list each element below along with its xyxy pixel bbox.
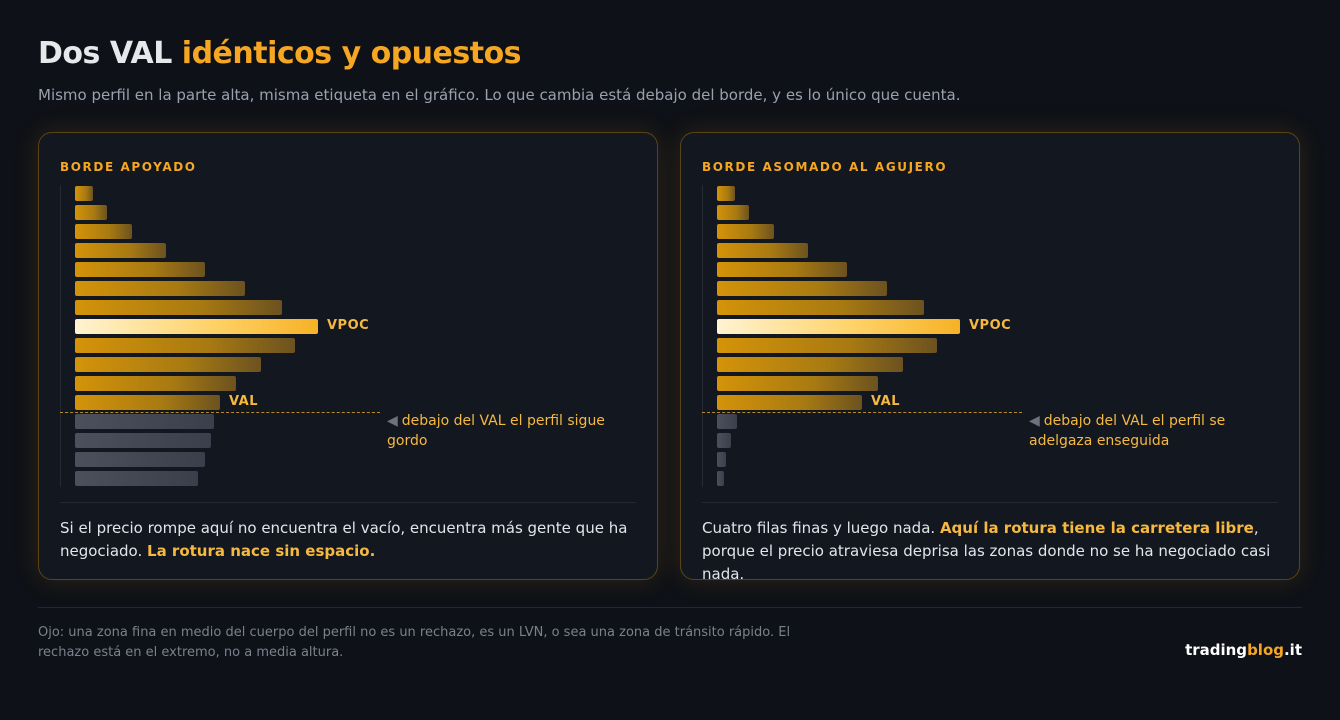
profile-bar — [717, 452, 726, 467]
title-prefix: Dos VAL — [38, 36, 172, 71]
val-label: VAL — [229, 394, 259, 409]
description-highlight: La rotura nace sin espacio. — [147, 542, 376, 560]
footnote: Ojo: una zona fina en medio del cuerpo d… — [38, 625, 791, 660]
panel-description: Cuatro filas finas y luego nada. Aquí la… — [702, 517, 1277, 586]
profile-bar — [717, 243, 808, 258]
page-subtitle: Mismo perfil en la parte alta, misma eti… — [38, 86, 961, 104]
brand-logo[interactable]: tradingblog.it — [1185, 641, 1302, 659]
profile-bar — [717, 205, 749, 220]
left-arrow-icon: ◀ — [387, 413, 398, 429]
panel-borde-apoyado: BORDE APOYADO VPOC VAL ◀ debajo del VAL e… — [38, 132, 658, 580]
profile-bar — [717, 471, 724, 486]
profile-bar — [75, 262, 205, 277]
profile-bar — [75, 319, 318, 334]
profile-bar — [717, 357, 903, 372]
panel-label: BORDE APOYADO — [60, 160, 197, 174]
brand-highlight: blog — [1247, 641, 1284, 659]
val-dashed-line — [60, 412, 380, 413]
profile-bar — [717, 433, 731, 448]
title-highlight: idénticos y opuestos — [181, 36, 522, 71]
profile-bar — [717, 338, 937, 353]
profile-bar — [717, 186, 735, 201]
profile-bar — [75, 395, 220, 410]
profile-axis — [60, 185, 61, 487]
val-annotation: ◀ debajo del VAL el perfil se adelgaza en… — [1029, 411, 1269, 451]
left-arrow-icon: ◀ — [1029, 413, 1040, 429]
profile-bar — [717, 376, 878, 391]
profile-bar — [75, 433, 211, 448]
panel-label: BORDE ASOMADO AL AGUJERO — [702, 160, 948, 174]
val-dashed-line — [702, 412, 1022, 413]
val-annotation-text: debajo del VAL el perfil sigue gordo — [387, 413, 605, 449]
profile-bar — [717, 262, 847, 277]
profile-bar — [717, 224, 774, 239]
profile-bar — [717, 281, 887, 296]
profile-bar — [717, 395, 862, 410]
profile-bar — [717, 300, 924, 315]
description-text: Cuatro filas finas y luego nada. — [702, 519, 936, 537]
panel-divider — [702, 502, 1278, 503]
description-highlight: Aquí la rotura tiene la carretera libre — [939, 519, 1254, 537]
panel-description: Si el precio rompe aquí no encuentra el … — [60, 517, 635, 563]
profile-bar — [75, 224, 132, 239]
description-tail: , porque el precio atraviesa deprisa las… — [702, 519, 1271, 583]
brand-prefix: trading — [1185, 641, 1248, 659]
brand-suffix: .it — [1283, 641, 1302, 659]
profile-bar — [75, 414, 214, 429]
val-annotation: ◀ debajo del VAL el perfil sigue gordo — [387, 411, 627, 451]
profile-bar — [75, 300, 282, 315]
profile-bar — [75, 243, 166, 258]
profile-bar — [75, 452, 205, 467]
vpoc-label: VPOC — [969, 318, 1012, 333]
profile-bar — [75, 357, 261, 372]
val-label: VAL — [871, 394, 901, 409]
profile-bar — [75, 338, 295, 353]
page-title: Dos VAL idénticos y opuestos — [38, 36, 522, 71]
footer-divider — [38, 607, 1302, 608]
vpoc-label: VPOC — [327, 318, 370, 333]
description-text: Si el precio rompe aquí no encuentra el … — [60, 519, 628, 560]
panel-borde-asomado: BORDE ASOMADO AL AGUJERO VPOC VAL ◀ debaj… — [680, 132, 1300, 583]
profile-bar — [75, 376, 236, 391]
profile-bar — [717, 319, 960, 334]
profile-bar — [75, 281, 245, 296]
profile-bar — [717, 414, 737, 429]
profile-bar — [75, 471, 198, 486]
panel-divider — [60, 502, 636, 503]
profile-axis — [702, 185, 703, 487]
profile-bar — [75, 205, 107, 220]
profile-bar — [75, 186, 93, 201]
val-annotation-text: debajo del VAL el perfil se adelgaza ens… — [1029, 413, 1226, 449]
